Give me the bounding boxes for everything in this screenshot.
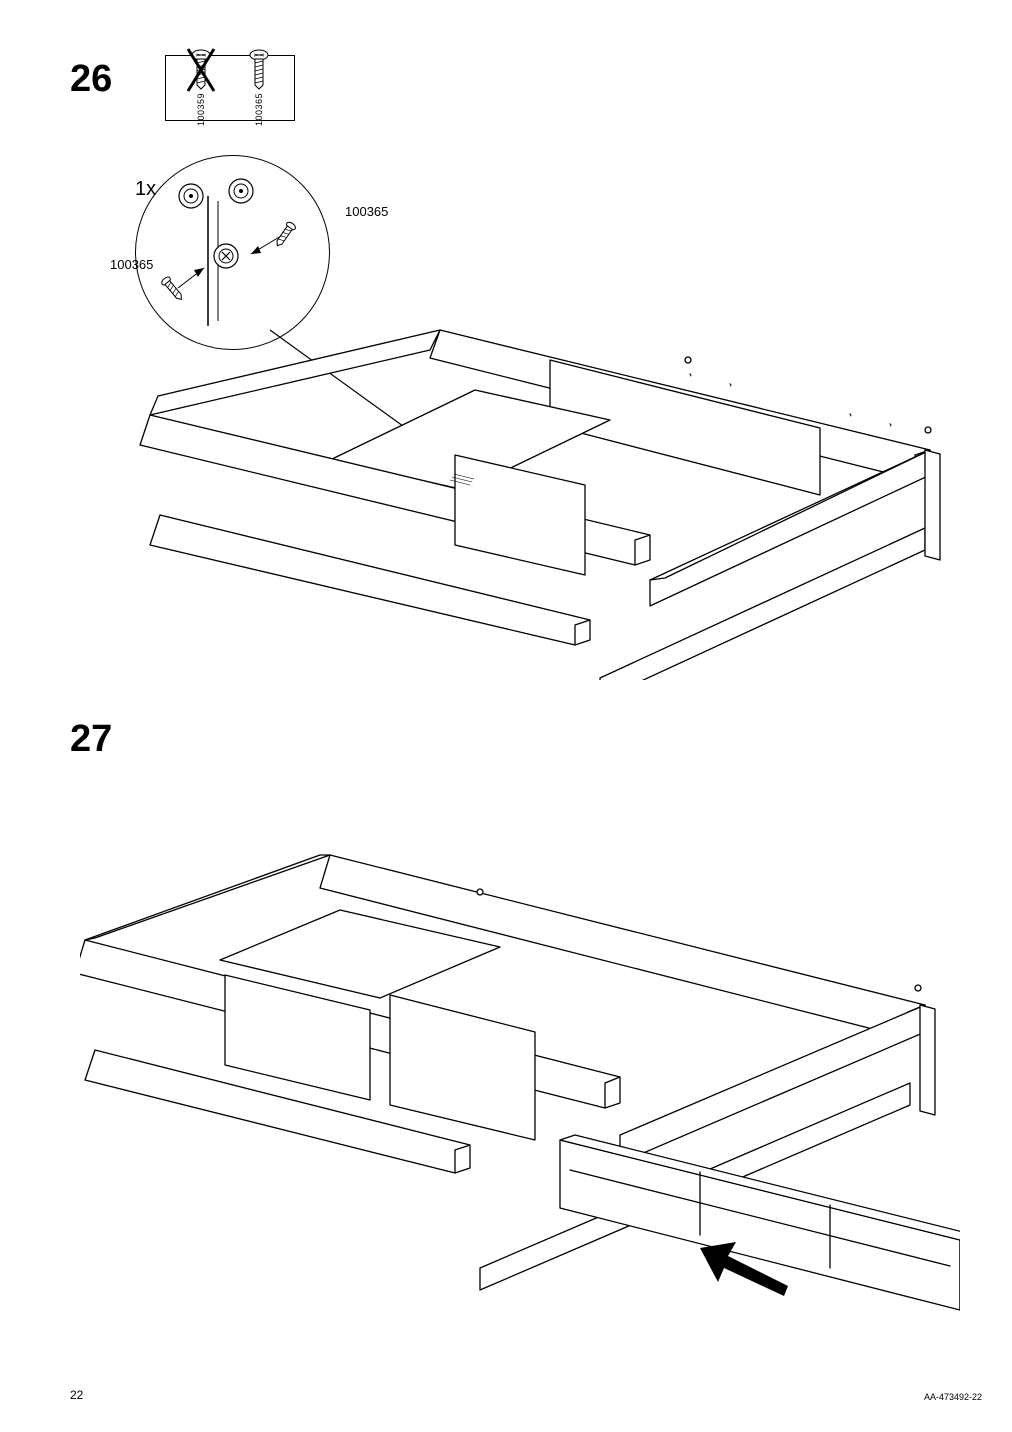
callout-label-left: 100365 (110, 257, 153, 272)
hardware-label-100359: 100359 (196, 93, 206, 126)
insert-arrow-step-27 (700, 1238, 790, 1298)
x-mark-icon (186, 47, 216, 93)
assembly-diagram-step-26 (130, 300, 950, 680)
step-27-number: 27 (70, 718, 112, 761)
page-container: 26 100359 (0, 0, 1012, 1432)
step-26-number: 26 (70, 58, 112, 101)
hardware-label-100365: 100365 (254, 93, 264, 126)
hardware-box-step-26: 100359 100365 (165, 55, 295, 121)
qty-label-step-26: 1x (135, 178, 156, 201)
hardware-item-100365: 100365 (246, 49, 272, 126)
callout-label-right: 100365 (345, 204, 388, 219)
hardware-item-100359: 100359 (188, 49, 214, 126)
assembly-diagram-step-27 (80, 840, 960, 1320)
screw-icon-100365 (246, 49, 272, 91)
footer-page-number: 22 (70, 1388, 83, 1402)
footer-document-id: AA-473492-22 (924, 1392, 982, 1402)
